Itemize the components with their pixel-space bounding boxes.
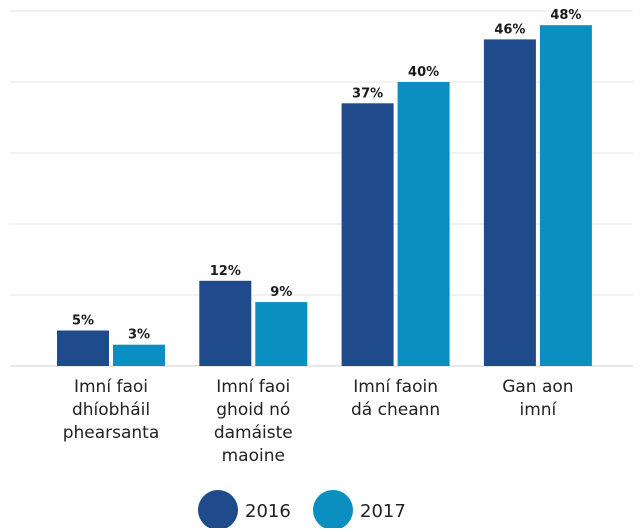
category-label-3: Imní faoin: [353, 377, 438, 397]
bar-2016-2: [199, 280, 252, 366]
value-label-2016-3: 37%: [352, 86, 383, 101]
category-label-2: maoine: [222, 446, 285, 466]
legend-label-2016: 2016: [245, 501, 291, 522]
category-labels: Imní faoi dhíobháil phearsanta Imní faoi gho…: [63, 377, 574, 466]
category-label-2: damáiste: [214, 423, 293, 443]
category-label-4: Gan aon: [502, 377, 573, 397]
bar-2016-1: [57, 330, 109, 366]
value-label-2017-2: 9%: [270, 285, 292, 300]
legend-swatch-2016: [198, 490, 238, 530]
category-label-1: dhíobháil: [72, 400, 150, 420]
value-label-2016-4: 46%: [494, 22, 525, 37]
category-label-2: ghoid nó: [216, 400, 290, 420]
value-label-2016-1: 5%: [72, 314, 94, 329]
legend-label-2017: 2017: [360, 501, 406, 522]
bar-2017-1: [113, 344, 165, 366]
bar-2017-4: [539, 25, 592, 366]
gridlines: [10, 10, 633, 367]
legend: 2016 2017: [198, 490, 406, 530]
bar-2016-4: [483, 39, 536, 367]
bar-2016-3: [341, 103, 394, 367]
value-labels: 5% 3% 12% 9% 37% 40% 46% 48%: [72, 8, 582, 343]
value-label-2016-2: 12%: [210, 264, 241, 279]
value-label-2017-4: 48%: [550, 8, 581, 23]
bar-2017-3: [397, 82, 450, 366]
value-label-2017-3: 40%: [408, 65, 439, 80]
category-label-1: Imní faoi: [74, 377, 148, 397]
category-label-1: phearsanta: [63, 423, 160, 443]
category-label-2: Imní faoi: [216, 377, 290, 397]
bar-2017-2: [255, 302, 308, 366]
category-label-3: dá cheann: [351, 400, 440, 420]
bars: [57, 25, 592, 367]
value-label-2017-1: 3%: [128, 328, 150, 343]
legend-swatch-2017: [313, 490, 353, 530]
category-label-4: imní: [520, 400, 558, 420]
